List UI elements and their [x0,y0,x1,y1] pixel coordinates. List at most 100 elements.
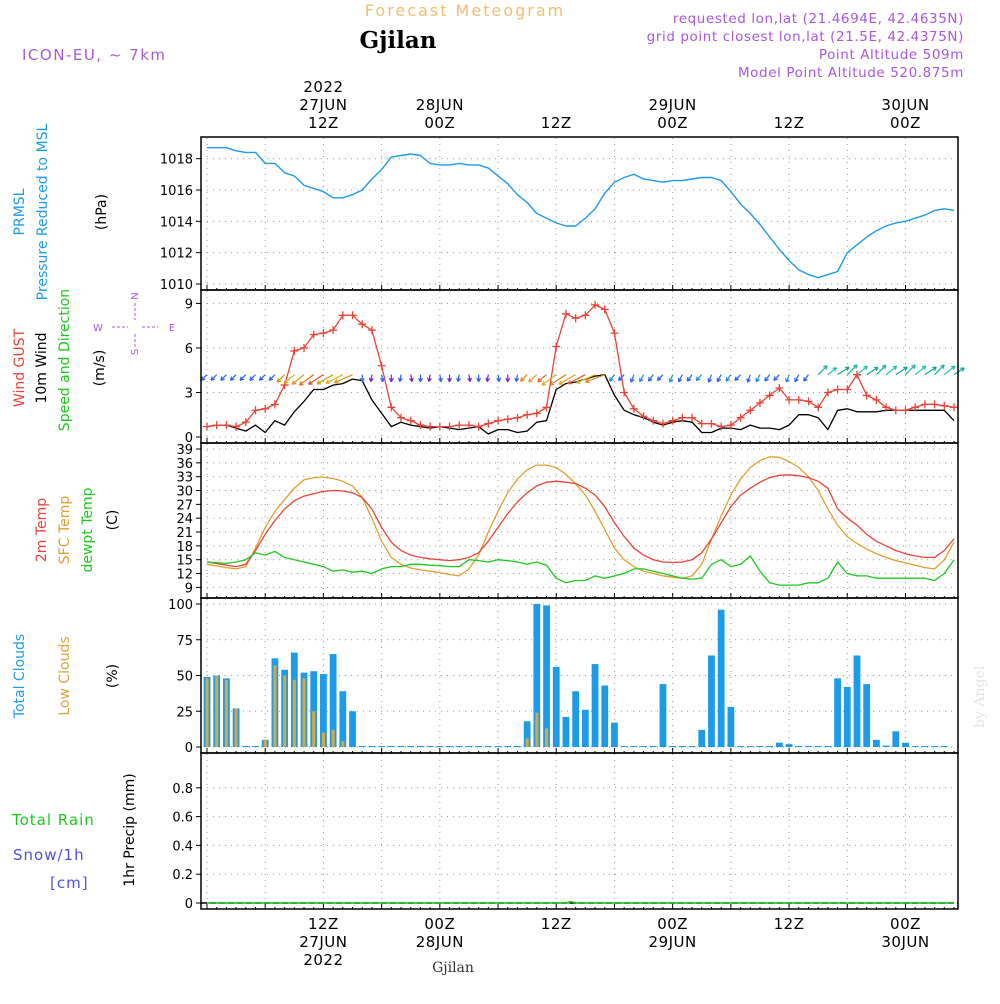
gust-point-marker [872,395,881,404]
wind-direction-arrow [249,374,256,381]
bottom-time-label: 2022 [303,951,343,969]
gust-point-marker [901,406,910,415]
wind-arrow-head [686,377,692,382]
ytick-label: 33 [176,471,193,486]
gust-point-marker [309,330,318,339]
wind-arrow-head [881,364,887,370]
wind-arrow-head [892,365,898,371]
bar-low-clouds [234,708,238,747]
wind-arrow-head [379,377,385,382]
gust-point-marker [775,384,784,393]
wind-direction-arrow [885,365,898,376]
gust-point-marker [862,391,871,400]
bar-total-clouds [795,746,803,747]
wind-direction-arrow [669,374,674,383]
bar-total-clouds [853,655,861,747]
bar-total-clouds [543,605,550,747]
wind-direction-arrow [716,374,722,383]
wind-direction-arrow [817,365,828,376]
wind-arrow-head [239,376,245,381]
gust-point-marker [765,391,774,400]
bar-total-clouds [436,746,444,747]
gust-point-marker [717,422,726,431]
ylabel-speed-direction: Speed and Direction [57,289,73,431]
wind-direction-arrow [630,374,635,383]
bar-total-clouds [339,691,347,747]
bar-total-clouds [620,746,628,747]
gust-point-marker [377,361,386,370]
bar-total-clouds [387,746,395,747]
wind-arrow-head [249,376,254,381]
bar-low-clouds [224,679,228,747]
gust-point-marker [804,397,813,406]
wind-arrow-head [576,379,581,384]
wind-arrow-head [647,377,653,382]
gust-point-marker [329,326,338,335]
wind-direction-arrow [308,374,324,385]
wind-arrow-head [334,379,339,384]
point-altitude: Point Altitude 509m [819,47,964,63]
gust-point-marker [794,395,803,404]
ylabel-unit-ms: (m/s) [92,350,108,387]
gust-point-marker [270,400,279,409]
gust-point-marker [639,412,648,421]
bar-total-clouds [727,706,735,747]
top-time-label: 27JUN [299,96,347,114]
gust-point-marker [203,422,211,431]
bar-total-clouds [785,744,793,747]
top-time-label: 2022 [303,78,343,96]
gust-point-marker [426,422,435,431]
wind-arrow-head [496,377,502,382]
wind-direction-arrow [708,374,713,383]
wind-arrow-head [541,381,547,386]
bar-total-clouds [455,746,463,747]
gust-point-marker [688,413,697,422]
wind-arrow-head [911,364,916,370]
ytick-label: 9 [185,297,193,312]
ytick-label: 1018 [160,153,193,168]
wind-direction-arrow [725,374,732,382]
ylabel-sfc-temp: SFC Temp [57,496,73,565]
legend-total-rain: Total Rain [11,811,95,829]
gust-point-marker [261,404,270,413]
gust-point-marker [358,320,367,329]
gust-point-marker [930,400,939,409]
wind-arrow-head [668,378,674,383]
wind-direction-arrow [585,374,605,383]
gust-point-marker [348,311,357,320]
bar-low-clouds [283,675,287,747]
top-time-label: 12Z [774,114,805,132]
gust-point-marker [464,421,473,430]
wind-arrow-head [734,376,740,381]
wind-direction-arrow [943,365,956,376]
bar-total-clouds [562,716,570,747]
ytick-label: 39 [176,443,193,458]
bar-low-clouds [273,665,277,747]
wind-arrow-head [716,377,722,383]
bar-total-clouds [494,746,502,747]
wind-arrow-head [528,378,533,383]
gust-point-marker [532,409,541,418]
series-line-prmsl [207,146,955,279]
wind-arrow-head [960,367,965,372]
ytick-label: 6 [185,342,193,357]
wind-arrow-head [298,381,304,386]
bar-total-clouds [746,746,754,747]
wind-arrow-head [291,380,297,385]
wind-arrow-head [258,376,264,381]
gust-point-marker [736,413,745,422]
gust-point-marker [435,422,444,431]
wind-direction-arrow [856,365,868,376]
wind-direction-arrow [905,364,916,376]
series-line-sfc-temp [206,456,955,579]
gust-point-marker [222,421,231,430]
top-time-label: 12Z [308,114,339,132]
ylabel-unit-percent: (%) [105,664,121,688]
bar-total-clouds [242,746,250,747]
ytick-label: 75 [176,634,193,649]
wind-direction-arrow [648,374,654,382]
wind-direction-arrow [875,364,887,376]
wind-direction-arrow [953,367,965,376]
panel-frame-wind [200,289,959,444]
bottom-time-label: 27JUN [299,933,347,951]
